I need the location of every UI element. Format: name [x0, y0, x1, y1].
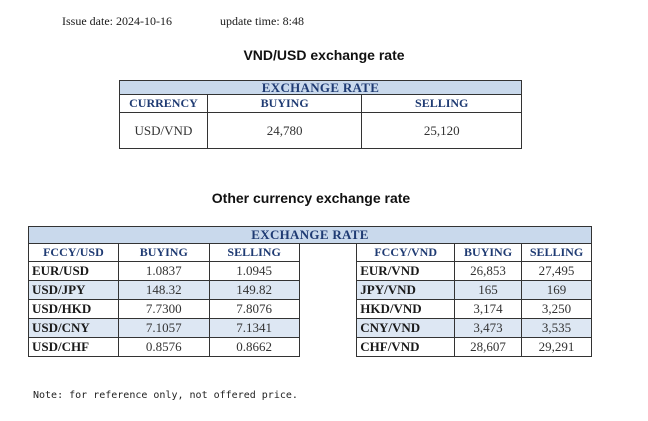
pair-cell: JPY/VND	[356, 280, 456, 300]
pair-cell: HKD/VND	[356, 299, 456, 319]
buying-cell: 3,174	[454, 299, 522, 319]
buying-cell: 24,780	[206, 112, 363, 149]
table-row: USD/HKD 7.7300 7.8076 HKD/VND 3,174 3,25…	[28, 299, 592, 319]
header-fccy-vnd: FCCY/VND	[356, 243, 456, 262]
buying-cell: 3,473	[454, 318, 522, 338]
pair-cell: USD/JPY	[28, 280, 119, 300]
main-rate-title: VND/USD exchange rate	[243, 47, 405, 63]
selling-cell: 7.1341	[208, 318, 300, 338]
pair-cell: CHF/VND	[356, 337, 456, 357]
header-right-buying: BUYING	[454, 243, 522, 262]
other-rate-table: EXCHANGE RATE FCCY/USD BUYING SELLING FC…	[28, 226, 592, 357]
pair-cell: CNY/VND	[356, 318, 456, 338]
pair-cell: USD/CHF	[28, 337, 119, 357]
selling-cell: 3,535	[521, 318, 592, 338]
table-row: USD/CHF 0.8576 0.8662 CHF/VND 28,607 29,…	[28, 337, 592, 357]
pair-cell: EUR/USD	[28, 261, 119, 281]
issue-date: Issue date: 2024-10-16	[62, 14, 172, 28]
selling-cell: 7.8076	[208, 299, 300, 319]
header-buying: BUYING	[206, 94, 363, 113]
buying-cell: 0.8576	[117, 337, 210, 357]
buying-cell: 165	[454, 280, 522, 300]
header-left-selling: SELLING	[208, 243, 300, 262]
table-row: EUR/USD 1.0837 1.0945 EUR/VND 26,853 27,…	[28, 261, 592, 281]
selling-cell: 1.0945	[208, 261, 300, 281]
buying-cell: 26,853	[454, 261, 522, 281]
header-left-buying: BUYING	[117, 243, 210, 262]
selling-cell: 27,495	[521, 261, 592, 281]
header-fccy-usd: FCCY/USD	[28, 243, 119, 262]
buying-cell: 148.32	[117, 280, 210, 300]
header-selling: SELLING	[361, 94, 522, 113]
selling-cell: 3,250	[521, 299, 592, 319]
buying-cell: 1.0837	[117, 261, 210, 281]
update-time: update time: 8:48	[220, 14, 304, 28]
selling-cell: 169	[521, 280, 592, 300]
header-right-selling: SELLING	[521, 243, 592, 262]
main-rate-table: EXCHANGE RATE CURRENCY BUYING SELLING US…	[119, 80, 522, 149]
pair-cell: EUR/VND	[356, 261, 456, 281]
buying-cell: 7.7300	[117, 299, 210, 319]
currency-cell: USD/VND	[119, 112, 208, 149]
other-rate-title: Other currency exchange rate	[211, 190, 411, 206]
buying-cell: 7.1057	[117, 318, 210, 338]
reference-note: Note: for reference only, not offered pr…	[33, 390, 298, 401]
pair-cell: USD/HKD	[28, 299, 119, 319]
pair-cell: USD/CNY	[28, 318, 119, 338]
selling-cell: 29,291	[521, 337, 592, 357]
selling-cell: 25,120	[361, 112, 522, 149]
selling-cell: 0.8662	[208, 337, 300, 357]
buying-cell: 28,607	[454, 337, 522, 357]
main-rate-band: EXCHANGE RATE	[119, 80, 522, 95]
other-rate-band: EXCHANGE RATE	[28, 226, 592, 244]
table-row: USD/CNY 7.1057 7.1341 CNY/VND 3,473 3,53…	[28, 318, 592, 338]
selling-cell: 149.82	[208, 280, 300, 300]
table-gap	[298, 243, 358, 357]
table-row: USD/JPY 148.32 149.82 JPY/VND 165 169	[28, 280, 592, 300]
header-currency: CURRENCY	[119, 94, 208, 113]
